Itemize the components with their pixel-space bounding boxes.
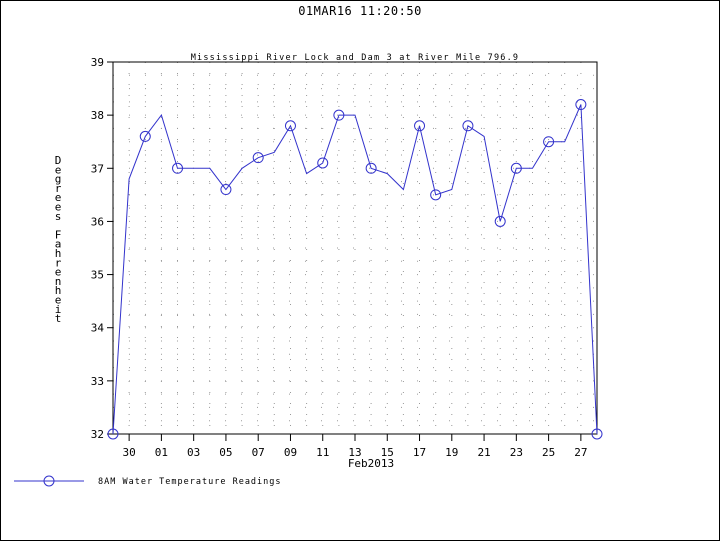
data-point	[220, 184, 232, 196]
data-point	[430, 189, 442, 201]
data-point	[252, 152, 264, 164]
data-point	[494, 215, 506, 227]
legend: 8AM Water Temperature Readings	[14, 475, 282, 487]
data-point	[365, 162, 377, 174]
x-tick-label: 21	[477, 446, 490, 459]
y-tick-label: 32	[91, 428, 104, 441]
timestamp: 01MAR16 11:20:50	[298, 4, 422, 18]
data-point	[139, 130, 151, 142]
x-tick-label: 27	[574, 446, 587, 459]
y-tick-label: 34	[91, 322, 105, 335]
x-tick-label: 11	[316, 446, 329, 459]
data-point	[284, 120, 296, 132]
data-point	[543, 136, 555, 148]
data-point	[591, 428, 603, 440]
x-tick-label: 01	[155, 446, 168, 459]
x-axis-title: Feb2013	[348, 457, 394, 470]
x-tick-label: 07	[252, 446, 265, 459]
x-tick-label: 03	[187, 446, 200, 459]
y-tick-label: 35	[91, 269, 104, 282]
x-tick-label: 05	[219, 446, 232, 459]
legend-label: 8AM Water Temperature Readings	[98, 477, 282, 487]
y-tick-label: 37	[91, 162, 104, 175]
series-line	[112, 104, 598, 435]
grid-layer	[113, 62, 597, 434]
grid-horizontal	[113, 74, 597, 422]
data-point	[107, 428, 119, 440]
data-point	[333, 109, 345, 121]
x-axis: 30 01 03 05 07 09 11 13 15 17 19 21 23 25 27	[123, 434, 587, 459]
x-tick-label: 15	[381, 446, 394, 459]
x-tick-label: 17	[413, 446, 426, 459]
x-tick-label: 13	[348, 446, 361, 459]
y-tick-label: 39	[91, 56, 104, 69]
data-point	[172, 162, 184, 174]
y-tick-label: 38	[91, 109, 104, 122]
data-point	[414, 120, 426, 132]
series-layer	[107, 99, 603, 440]
x-tick-label: 23	[510, 446, 523, 459]
data-point	[575, 99, 587, 111]
y-axis: 32 33 34 35 36 37 38 39	[91, 56, 113, 441]
x-tick-label: 25	[542, 446, 555, 459]
y-tick-label: 33	[91, 375, 104, 388]
x-tick-label: 30	[123, 446, 136, 459]
x-tick-label: 19	[445, 446, 458, 459]
y-tick-label: 36	[91, 215, 104, 228]
legend-marker	[43, 475, 55, 487]
data-point	[462, 120, 474, 132]
x-tick-label: 09	[284, 446, 297, 459]
data-point	[510, 162, 522, 174]
chart-title: Mississippi River Lock and Dam 3 at Rive…	[191, 53, 520, 63]
data-point	[317, 157, 329, 169]
